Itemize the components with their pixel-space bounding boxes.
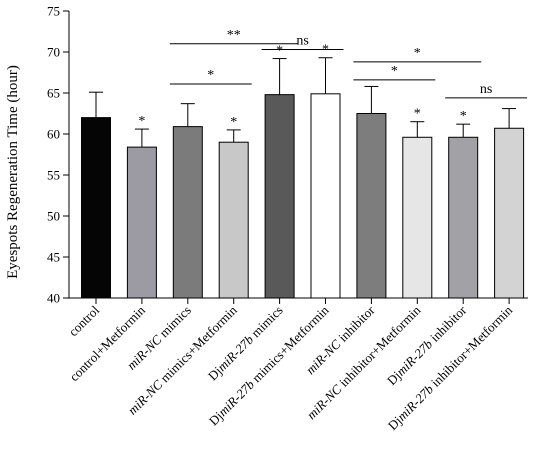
significance-brackets: *** ns**ns — [169, 28, 528, 99]
bar — [81, 117, 111, 299]
bar — [356, 113, 387, 299]
bar — [494, 127, 525, 299]
bar — [172, 126, 203, 299]
error-bars — [89, 57, 517, 148]
significance-star: * — [276, 44, 283, 59]
bar — [264, 94, 295, 299]
y-tick-label: 50 — [47, 209, 60, 224]
bracket-label: ns — [296, 34, 308, 49]
y-tick-label: 55 — [47, 168, 60, 183]
y-tick-label: 65 — [47, 86, 60, 101]
category-label: control — [65, 302, 102, 339]
y-tick-label: 75 — [47, 4, 60, 19]
bar — [448, 136, 479, 299]
y-tick-label: 40 — [47, 291, 60, 306]
bracket-label: ** — [227, 28, 241, 43]
bars — [81, 93, 525, 299]
y-tick-label: 60 — [47, 127, 60, 142]
bar — [402, 136, 433, 299]
significance-star: * — [138, 114, 145, 129]
bar — [126, 146, 157, 299]
significance-markers: * * * * * * — [138, 43, 466, 130]
y-axis: 40 45 50 55 60 65 70 75 — [47, 4, 70, 306]
significance-star: * — [230, 115, 237, 130]
category-label: DjmiR-27b inhibitor — [384, 302, 470, 388]
y-tick-label: 70 — [47, 45, 60, 60]
x-axis — [69, 297, 528, 304]
y-axis-title: Eyespots Regeneration Time (hour) — [5, 65, 21, 279]
significance-star: * — [322, 43, 329, 58]
bar — [310, 93, 341, 299]
bar — [218, 141, 249, 299]
significance-star: * — [414, 107, 421, 122]
bracket-label: * — [207, 68, 214, 83]
bracket-label: * — [414, 46, 421, 61]
bracket-label: * — [391, 64, 398, 79]
bracket-label: ns — [480, 82, 492, 97]
significance-star: * — [460, 109, 467, 124]
y-tick-label: 45 — [47, 250, 60, 265]
